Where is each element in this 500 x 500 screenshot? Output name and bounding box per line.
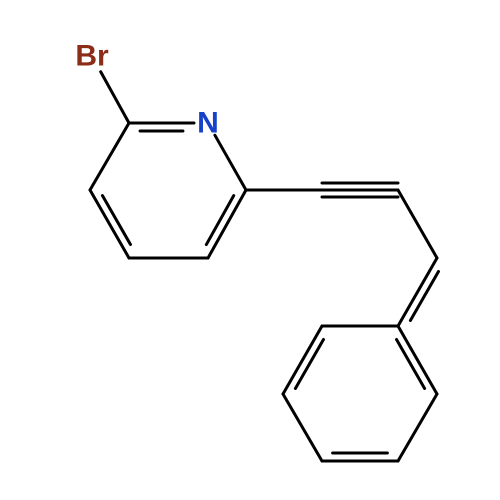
bond-line <box>208 190 246 258</box>
atom-label-n: N <box>197 107 219 140</box>
bond-line <box>398 258 437 326</box>
bond-line <box>90 123 129 190</box>
atom-label-br: Br <box>75 40 109 73</box>
bond-line <box>398 394 437 461</box>
bond-line <box>398 190 437 258</box>
bond-line <box>90 190 129 258</box>
molecule-canvas: Br N <box>0 0 500 500</box>
bond-line <box>101 72 129 123</box>
bond-line <box>215 135 246 190</box>
bond-line <box>283 326 322 394</box>
bond-line <box>398 326 437 394</box>
bond-line <box>283 394 322 461</box>
